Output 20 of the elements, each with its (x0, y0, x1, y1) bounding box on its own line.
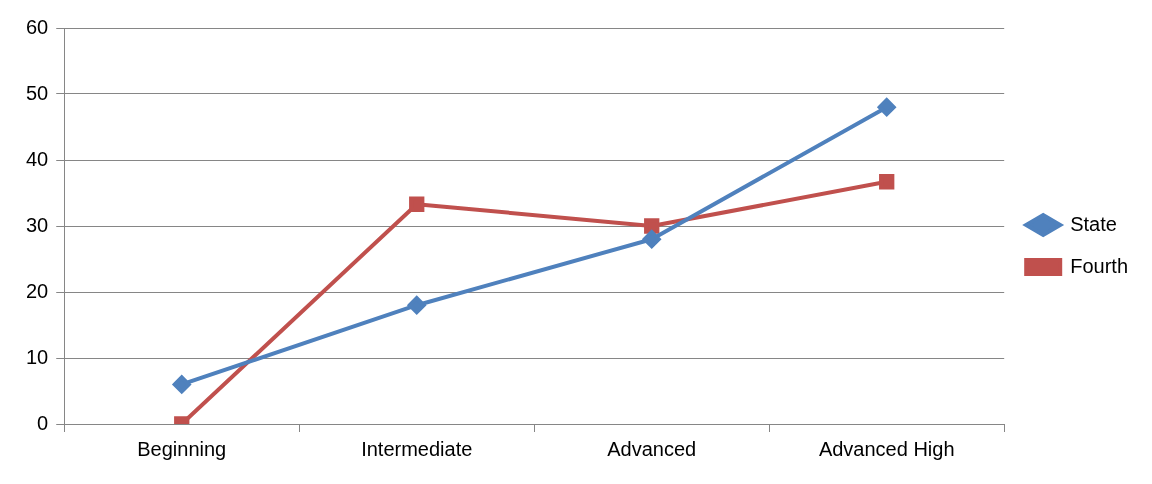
y-tick-label: 60 (26, 15, 49, 38)
x-tick-label: Advanced High (818, 437, 955, 460)
y-tick-label: 40 (26, 147, 49, 170)
y-tick-label: 20 (26, 279, 49, 302)
point (644, 218, 660, 234)
point (172, 375, 191, 394)
y-tick-label: 0 (37, 411, 49, 434)
y-tick-label: 10 (26, 345, 49, 368)
point (409, 196, 425, 212)
point (642, 230, 661, 249)
x-tick-label: Beginning (137, 437, 227, 460)
x-tick-label: Intermediate (361, 437, 473, 460)
point (407, 296, 426, 315)
y-tick-label: 30 (26, 213, 49, 236)
legend-label: Fourth (1070, 254, 1129, 277)
y-tick-label: 50 (26, 81, 49, 104)
point (879, 174, 895, 190)
x-tick-label: Advanced (607, 437, 697, 460)
legend-label: State (1070, 212, 1117, 235)
point (877, 98, 896, 117)
